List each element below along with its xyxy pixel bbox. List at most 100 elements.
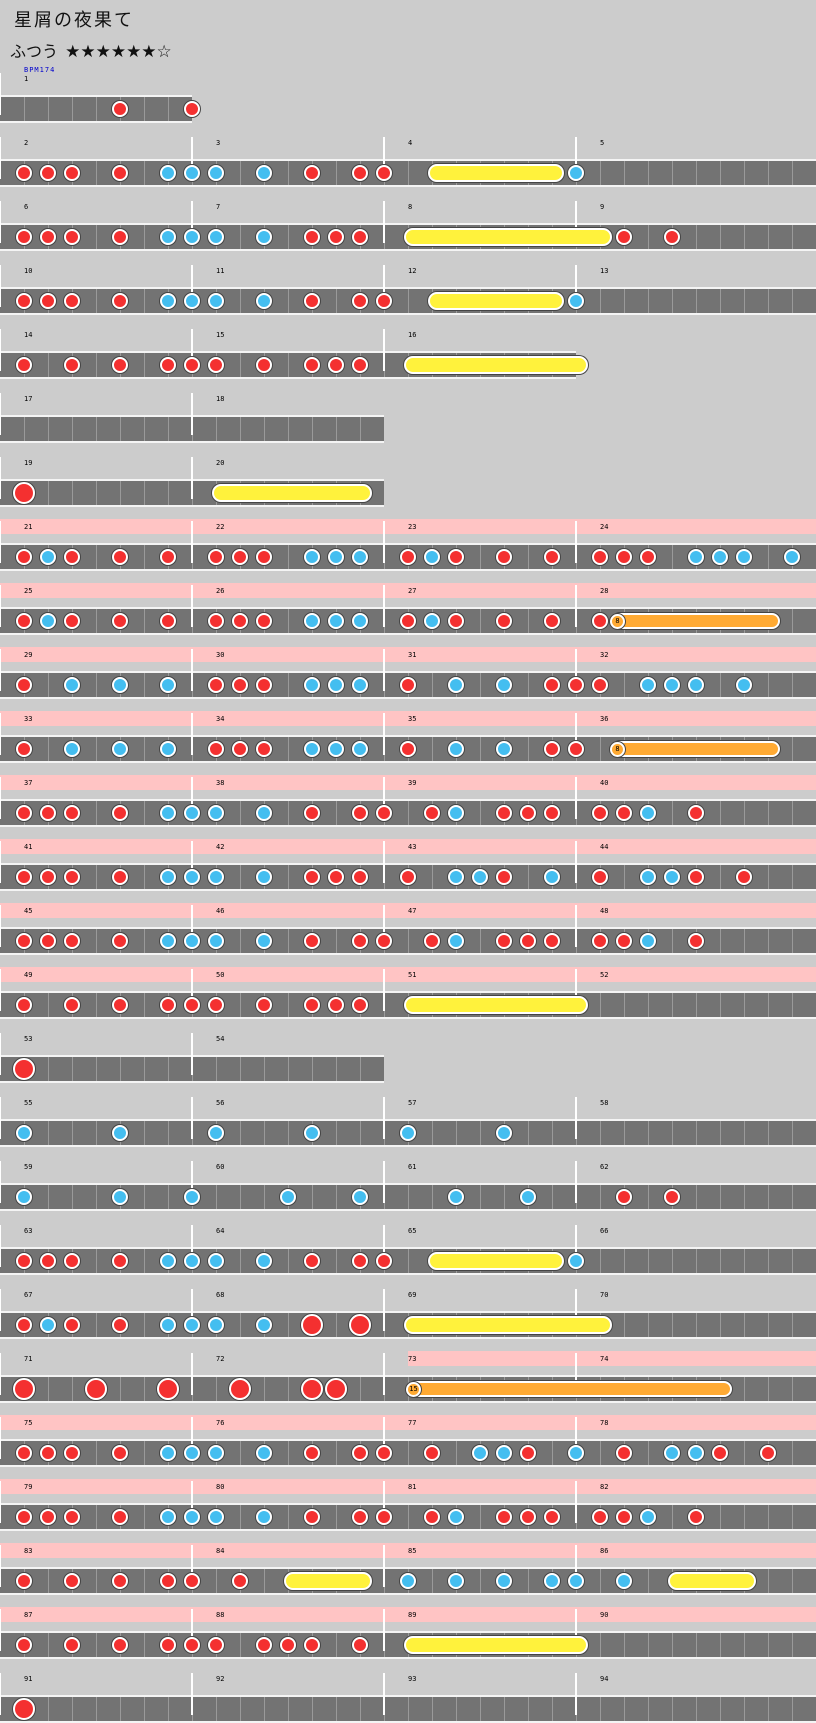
don-note — [256, 357, 272, 373]
beat-divider — [528, 545, 529, 569]
beat-divider — [768, 225, 769, 249]
beat-divider — [48, 481, 49, 505]
beat-divider — [288, 1121, 289, 1145]
ka-note — [256, 293, 272, 309]
measure-number: 6 — [24, 203, 29, 211]
drumroll-note — [428, 292, 564, 310]
ka-note — [16, 1125, 32, 1141]
don-note — [112, 1253, 128, 1269]
beat-divider — [792, 1633, 793, 1657]
bar-line — [0, 1161, 1, 1203]
don-note — [592, 677, 608, 693]
beat-divider — [48, 1121, 49, 1145]
measure-number: 55 — [24, 1099, 33, 1107]
beat-divider — [624, 289, 625, 313]
beat-divider — [456, 1121, 457, 1145]
bar-line — [0, 1353, 1, 1395]
ka-note — [184, 293, 200, 309]
measure-number: 45 — [24, 907, 33, 915]
don-note — [400, 549, 416, 565]
beat-divider — [528, 673, 529, 697]
bar-line — [191, 1225, 193, 1267]
beat-divider — [288, 1377, 289, 1401]
beat-divider — [672, 289, 673, 313]
bar-line — [575, 201, 577, 243]
beat-divider — [360, 417, 361, 441]
don-note — [112, 613, 128, 629]
don-note — [328, 229, 344, 245]
don-note — [544, 805, 560, 821]
beat-divider — [744, 1633, 745, 1657]
beat-divider — [312, 1697, 313, 1721]
measure-number: 42 — [216, 843, 225, 851]
don-note — [424, 933, 440, 949]
bar-line — [191, 1353, 193, 1395]
bar-line — [575, 1609, 577, 1651]
beat-divider — [96, 1697, 97, 1721]
bpm-label: BPM174 — [24, 66, 56, 74]
beat-divider — [480, 1569, 481, 1593]
beat-divider — [144, 929, 145, 953]
don-note — [112, 1509, 128, 1525]
beat-divider — [336, 1057, 337, 1081]
ka-note — [400, 1125, 416, 1141]
don-note — [352, 165, 368, 181]
beat-divider — [96, 865, 97, 889]
beat-divider — [456, 1697, 457, 1721]
measure-number: 48 — [600, 907, 609, 915]
don-note — [616, 1445, 632, 1461]
beat-divider — [552, 1185, 553, 1209]
ka-note — [640, 1509, 656, 1525]
beat-divider — [768, 993, 769, 1017]
don-note — [304, 997, 320, 1013]
measure-number: 30 — [216, 651, 225, 659]
don-note — [40, 805, 56, 821]
don-note — [112, 805, 128, 821]
don-note — [112, 101, 128, 117]
don-note — [13, 1378, 35, 1400]
beat-divider — [120, 1697, 121, 1721]
gogo-band — [408, 1351, 816, 1366]
measure-number: 23 — [408, 523, 417, 531]
don-note — [352, 293, 368, 309]
ka-note — [208, 1317, 224, 1333]
note-lane — [0, 159, 816, 187]
beat-divider — [168, 481, 169, 505]
beat-divider — [648, 993, 649, 1017]
measure-number: 73 — [408, 1355, 417, 1363]
beat-divider — [336, 1249, 337, 1273]
don-note — [352, 1445, 368, 1461]
ka-note — [472, 1445, 488, 1461]
ka-note — [328, 613, 344, 629]
beat-divider — [264, 1377, 265, 1401]
beat-divider — [672, 1313, 673, 1337]
beat-divider — [144, 353, 145, 377]
beat-divider — [792, 225, 793, 249]
ka-note — [712, 549, 728, 565]
bar-line — [575, 1225, 577, 1267]
beat-divider — [48, 353, 49, 377]
don-note — [112, 357, 128, 373]
don-note — [616, 549, 632, 565]
bar-line — [0, 73, 1, 115]
ka-note — [400, 1573, 416, 1589]
measure-number: 74 — [600, 1355, 609, 1363]
don-note — [760, 1445, 776, 1461]
beat-divider — [696, 993, 697, 1017]
don-note — [208, 613, 224, 629]
beat-divider — [360, 1377, 361, 1401]
gogo-band — [0, 1607, 816, 1622]
gogo-band — [0, 519, 816, 534]
beat-divider — [96, 1121, 97, 1145]
beat-divider — [96, 1633, 97, 1657]
bar-line — [0, 841, 1, 883]
measure-number: 65 — [408, 1227, 417, 1235]
beat-divider — [768, 545, 769, 569]
don-note — [544, 613, 560, 629]
ka-note — [496, 741, 512, 757]
beat-divider — [144, 545, 145, 569]
ka-note — [328, 741, 344, 757]
gogo-band — [0, 775, 816, 790]
beat-divider — [48, 1377, 49, 1401]
